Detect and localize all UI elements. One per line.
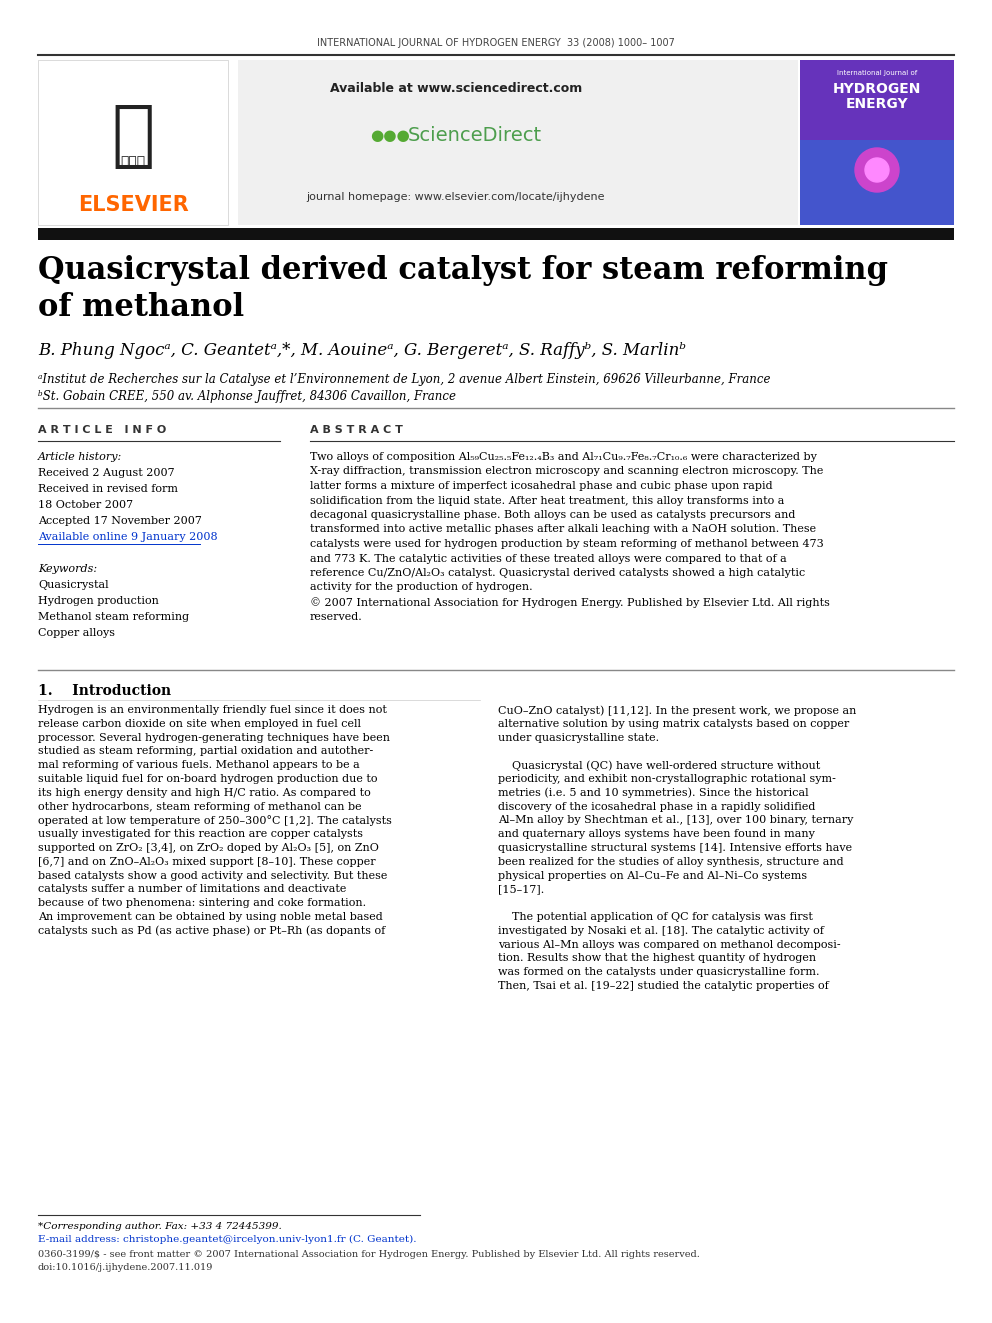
- Text: Copper alloys: Copper alloys: [38, 628, 115, 638]
- Text: X-ray diffraction, transmission electron microscopy and scanning electron micros: X-ray diffraction, transmission electron…: [310, 467, 823, 476]
- Text: Received 2 August 2007: Received 2 August 2007: [38, 468, 175, 478]
- Text: 0360-3199/$ - see front matter © 2007 International Association for Hydrogen Ene: 0360-3199/$ - see front matter © 2007 In…: [38, 1250, 700, 1259]
- Text: © 2007 International Association for Hydrogen Energy. Published by Elsevier Ltd.: © 2007 International Association for Hyd…: [310, 597, 830, 607]
- Text: been realized for the studies of alloy synthesis, structure and: been realized for the studies of alloy s…: [498, 857, 843, 867]
- Text: various Al–Mn alloys was compared on methanol decomposi-: various Al–Mn alloys was compared on met…: [498, 939, 840, 950]
- Text: ENERGY: ENERGY: [846, 97, 909, 111]
- Text: INTERNATIONAL JOURNAL OF HYDROGEN ENERGY  33 (2008) 1000– 1007: INTERNATIONAL JOURNAL OF HYDROGEN ENERGY…: [317, 38, 675, 48]
- Text: processor. Several hydrogen-generating techniques have been: processor. Several hydrogen-generating t…: [38, 733, 390, 742]
- Text: mal reforming of various fuels. Methanol appears to be a: mal reforming of various fuels. Methanol…: [38, 761, 360, 770]
- Text: Then, Tsai et al. [19–22] studied the catalytic properties of: Then, Tsai et al. [19–22] studied the ca…: [498, 980, 828, 991]
- Text: [15–17].: [15–17].: [498, 884, 545, 894]
- Text: studied as steam reforming, partial oxidation and autother-: studied as steam reforming, partial oxid…: [38, 746, 373, 757]
- Text: was formed on the catalysts under quasicrystalline form.: was formed on the catalysts under quasic…: [498, 967, 819, 978]
- Text: A B S T R A C T: A B S T R A C T: [310, 425, 403, 435]
- Text: its high energy density and high H/C ratio. As compared to: its high energy density and high H/C rat…: [38, 787, 371, 798]
- Text: An improvement can be obtained by using noble metal based: An improvement can be obtained by using …: [38, 912, 383, 922]
- Text: ᵇSt. Gobain CREE, 550 av. Alphonse Jauffret, 84306 Cavaillon, France: ᵇSt. Gobain CREE, 550 av. Alphonse Jauff…: [38, 390, 456, 404]
- Text: Methanol steam reforming: Methanol steam reforming: [38, 613, 189, 622]
- Text: Hydrogen production: Hydrogen production: [38, 595, 159, 606]
- Text: Keywords:: Keywords:: [38, 564, 97, 574]
- Text: Quasicrystal: Quasicrystal: [38, 579, 109, 590]
- Text: The potential application of QC for catalysis was first: The potential application of QC for cata…: [498, 912, 812, 922]
- Text: investigated by Nosaki et al. [18]. The catalytic activity of: investigated by Nosaki et al. [18]. The …: [498, 926, 824, 935]
- Text: suitable liquid fuel for on-board hydrogen production due to: suitable liquid fuel for on-board hydrog…: [38, 774, 378, 785]
- Text: alternative solution by using matrix catalysts based on copper: alternative solution by using matrix cat…: [498, 718, 849, 729]
- Bar: [800, 60, 954, 225]
- Text: reserved.: reserved.: [310, 611, 363, 622]
- Text: Hydrogen is an environmentally friendly fuel since it does not: Hydrogen is an environmentally friendly …: [38, 705, 387, 714]
- Text: Two alloys of composition Al₅₉Cu₂₅.₅Fe₁₂.₄B₃ and Al₇₁Cu₉.₇Fe₈.₇Cr₁₀.₆ were chara: Two alloys of composition Al₅₉Cu₂₅.₅Fe₁₂…: [310, 452, 816, 462]
- Text: Accepted 17 November 2007: Accepted 17 November 2007: [38, 516, 202, 527]
- Text: Quasicrystal derived catalyst for steam reforming: Quasicrystal derived catalyst for steam …: [38, 255, 888, 286]
- Text: decagonal quasicrystalline phase. Both alloys can be used as catalysts precursor: decagonal quasicrystalline phase. Both a…: [310, 509, 796, 520]
- Text: latter forms a mixture of imperfect icosahedral phase and cubic phase upon rapid: latter forms a mixture of imperfect icos…: [310, 482, 773, 491]
- Text: 𝔗: 𝔗: [111, 101, 155, 171]
- Text: [6,7] and on ZnO–Al₂O₃ mixed support [8–10]. These copper: [6,7] and on ZnO–Al₂O₃ mixed support [8–…: [38, 857, 376, 867]
- Text: quasicrystalline structural systems [14]. Intensive efforts have: quasicrystalline structural systems [14]…: [498, 843, 852, 853]
- Text: and quaternary alloys systems have been found in many: and quaternary alloys systems have been …: [498, 830, 814, 839]
- Text: other hydrocarbons, steam reforming of methanol can be: other hydrocarbons, steam reforming of m…: [38, 802, 362, 811]
- Text: ScienceDirect: ScienceDirect: [408, 126, 542, 146]
- Text: transformed into active metallic phases after alkali leaching with a NaOH soluti: transformed into active metallic phases …: [310, 524, 816, 534]
- Text: supported on ZrO₂ [3,4], on ZrO₂ doped by Al₂O₃ [5], on ZnO: supported on ZrO₂ [3,4], on ZrO₂ doped b…: [38, 843, 379, 853]
- Text: activity for the production of hydrogen.: activity for the production of hydrogen.: [310, 582, 533, 593]
- Text: physical properties on Al–Cu–Fe and Al–Ni–Co systems: physical properties on Al–Cu–Fe and Al–N…: [498, 871, 807, 881]
- Text: ⫠⫠⫠: ⫠⫠⫠: [120, 155, 146, 169]
- Bar: [238, 60, 798, 225]
- Text: HYDROGEN: HYDROGEN: [833, 82, 922, 97]
- Text: 18 October 2007: 18 October 2007: [38, 500, 133, 509]
- Text: operated at low temperature of 250–300°C [1,2]. The catalysts: operated at low temperature of 250–300°C…: [38, 815, 392, 827]
- Text: journal homepage: www.elsevier.com/locate/ijhydene: journal homepage: www.elsevier.com/locat…: [307, 192, 605, 202]
- Text: reference Cu/ZnO/Al₂O₃ catalyst. Quasicrystal derived catalysts showed a high ca: reference Cu/ZnO/Al₂O₃ catalyst. Quasicr…: [310, 568, 806, 578]
- Text: Available online 9 January 2008: Available online 9 January 2008: [38, 532, 217, 542]
- Text: ᵃInstitut de Recherches sur la Catalyse et l’Environnement de Lyon, 2 avenue Alb: ᵃInstitut de Recherches sur la Catalyse …: [38, 373, 771, 386]
- Text: E-mail address: christophe.geantet@ircelyon.univ-lyon1.fr (C. Geantet).: E-mail address: christophe.geantet@ircel…: [38, 1234, 417, 1244]
- Bar: [38, 60, 228, 225]
- Text: Al–Mn alloy by Shechtman et al., [13], over 100 binary, ternary: Al–Mn alloy by Shechtman et al., [13], o…: [498, 815, 853, 826]
- Text: ELSEVIER: ELSEVIER: [77, 194, 188, 216]
- Text: discovery of the icosahedral phase in a rapidly solidified: discovery of the icosahedral phase in a …: [498, 802, 815, 811]
- Text: ●●●: ●●●: [370, 128, 410, 143]
- Text: Available at www.sciencedirect.com: Available at www.sciencedirect.com: [330, 82, 582, 95]
- Text: of methanol: of methanol: [38, 292, 244, 323]
- Bar: [800, 60, 954, 140]
- Text: usually investigated for this reaction are copper catalysts: usually investigated for this reaction a…: [38, 830, 363, 839]
- Text: A R T I C L E   I N F O: A R T I C L E I N F O: [38, 425, 167, 435]
- Text: based catalysts show a good activity and selectivity. But these: based catalysts show a good activity and…: [38, 871, 387, 881]
- Text: Quasicrystal (QC) have well-ordered structure without: Quasicrystal (QC) have well-ordered stru…: [498, 761, 820, 771]
- Circle shape: [865, 157, 889, 183]
- Text: catalysts were used for hydrogen production by steam reforming of methanol betwe: catalysts were used for hydrogen product…: [310, 538, 823, 549]
- Text: catalysts suffer a number of limitations and deactivate: catalysts suffer a number of limitations…: [38, 884, 346, 894]
- Text: because of two phenomena: sintering and coke formation.: because of two phenomena: sintering and …: [38, 898, 366, 908]
- Text: tion. Results show that the highest quantity of hydrogen: tion. Results show that the highest quan…: [498, 954, 816, 963]
- Text: International Journal of: International Journal of: [837, 70, 918, 75]
- Text: *Corresponding author. Fax: +33 4 72445399.: *Corresponding author. Fax: +33 4 724453…: [38, 1222, 282, 1230]
- Text: release carbon dioxide on site when employed in fuel cell: release carbon dioxide on site when empl…: [38, 718, 361, 729]
- Text: Received in revised form: Received in revised form: [38, 484, 178, 493]
- Text: metries (i.e. 5 and 10 symmetries). Since the historical: metries (i.e. 5 and 10 symmetries). Sinc…: [498, 787, 808, 798]
- Bar: [38, 228, 954, 239]
- Text: catalysts such as Pd (as active phase) or Pt–Rh (as dopants of: catalysts such as Pd (as active phase) o…: [38, 926, 385, 937]
- Text: CuO–ZnO catalyst) [11,12]. In the present work, we propose an: CuO–ZnO catalyst) [11,12]. In the presen…: [498, 705, 856, 716]
- Text: solidification from the liquid state. After heat treatment, this alloy transform: solidification from the liquid state. Af…: [310, 496, 785, 505]
- Text: doi:10.1016/j.ijhydene.2007.11.019: doi:10.1016/j.ijhydene.2007.11.019: [38, 1263, 213, 1271]
- Text: and 773 K. The catalytic activities of these treated alloys were compared to tha: and 773 K. The catalytic activities of t…: [310, 553, 787, 564]
- Text: 1.    Introduction: 1. Introduction: [38, 684, 172, 699]
- Text: under quasicrystalline state.: under quasicrystalline state.: [498, 733, 659, 742]
- Text: periodicity, and exhibit non-crystallographic rotational sym-: periodicity, and exhibit non-crystallogr…: [498, 774, 836, 785]
- Text: Article history:: Article history:: [38, 452, 122, 462]
- Circle shape: [855, 148, 899, 192]
- Text: B. Phung Ngocᵃ, C. Geantetᵃ,*, M. Aouineᵃ, G. Bergeretᵃ, S. Raffyᵇ, S. Marlinᵇ: B. Phung Ngocᵃ, C. Geantetᵃ,*, M. Aouine…: [38, 343, 686, 359]
